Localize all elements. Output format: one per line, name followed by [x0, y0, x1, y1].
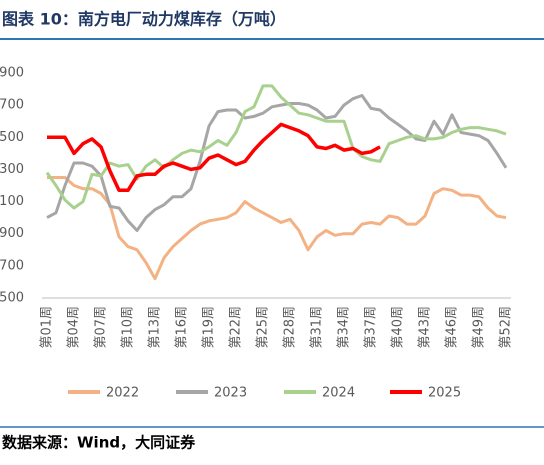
x-tick-label: 第31周 — [310, 306, 325, 349]
x-tick-label: 第37周 — [364, 306, 379, 349]
y-tick-label: 1700 — [0, 98, 24, 113]
y-tick-label: 700 — [0, 258, 24, 273]
legend-label: 2022 — [106, 386, 139, 401]
x-tick-label: 第01周 — [40, 306, 55, 349]
series-line — [47, 122, 381, 193]
y-tick-label: 1100 — [0, 194, 24, 209]
legend-label: 2025 — [428, 386, 461, 401]
x-tick-label: 第43周 — [418, 306, 433, 349]
x-tick-label: 第46周 — [445, 306, 460, 349]
y-tick-label: 1900 — [0, 66, 24, 81]
legend-label: 2023 — [214, 386, 247, 401]
x-tick-label: 第16周 — [175, 306, 190, 349]
source: 数据来源：Wind，大同证券 — [2, 434, 196, 452]
x-tick-label: 第22周 — [229, 306, 244, 349]
series-line — [45, 84, 507, 210]
y-tick-label: 1500 — [0, 130, 24, 145]
x-tick-label: 第04周 — [67, 306, 82, 349]
x-tick-label: 第28周 — [283, 306, 298, 349]
series-line — [47, 176, 507, 281]
x-tick-label: 第40周 — [391, 306, 406, 349]
x-tick-label: 第07周 — [94, 306, 109, 349]
chart-title: 图表 10：南方电厂动力煤库存（万吨） — [2, 10, 286, 29]
y-tick-label: 1300 — [0, 162, 24, 177]
y-tick-label: 500 — [0, 291, 24, 306]
series-line — [46, 94, 508, 232]
x-tick-label: 第19周 — [202, 306, 217, 349]
x-tick-label: 第13周 — [148, 306, 163, 349]
x-tick-label: 第25周 — [256, 306, 271, 349]
y-tick-label: 900 — [0, 226, 24, 241]
x-tick-label: 第10周 — [121, 306, 136, 349]
x-tick-label: 第34周 — [337, 306, 352, 349]
x-tick-label: 第49周 — [472, 306, 487, 349]
legend-label: 2024 — [322, 386, 355, 401]
x-tick-label: 第52周 — [499, 306, 514, 349]
